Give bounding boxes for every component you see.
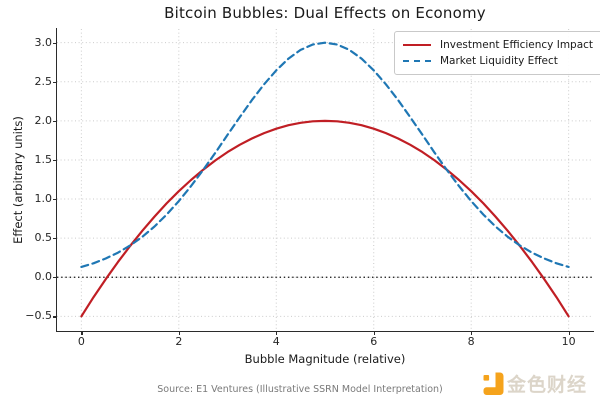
x-tick-label: 8 [467,335,475,348]
jinse-watermark-text: 金色财经 [507,374,588,396]
bottom-spine [56,330,594,332]
y-tick-label: −0.5 [25,309,52,323]
y-tick-label: 2.0 [34,113,53,127]
x-tick-mark [373,331,375,335]
y-tick-mark [52,238,57,240]
x-tick-mark [568,331,570,335]
x-tick-label: 6 [370,335,378,348]
x-tick-label: 2 [175,335,183,348]
legend-dashed-line-swatch [403,60,431,62]
source-note: Source: E1 Ventures (Illustrative SSRN M… [157,384,443,395]
legend-label: Investment Efficiency Impact [440,39,594,51]
y-tick-mark [52,120,57,123]
jinse-finance-logo-icon [483,372,504,395]
y-tick-mark [52,81,57,83]
jinse-watermark: 金色财经 [483,372,587,398]
x-tick-mark [178,331,180,335]
left-spine [56,28,58,332]
y-tick-mark [52,159,57,162]
y-tick-mark [52,316,57,318]
legend-solid-line-swatch [403,44,431,46]
investment-efficiency-curve [80,119,570,318]
y-tick-mark [52,42,57,44]
x-axis-label: Bubble Magnitude (relative) [244,352,406,366]
y-tick-label: 1.5 [34,152,53,166]
chart-title: Bitcoin Bubbles: Dual Effects on Economy [164,4,486,22]
x-tick-label: 10 [561,335,576,348]
y-tick-label: 2.5 [34,74,53,88]
y-tick-label: 1.0 [34,192,53,206]
y-tick-label: 0.0 [34,270,53,284]
x-tick-mark [81,331,83,335]
legend-entry: Investment Efficiency Impact [403,37,593,53]
x-tick-label: 4 [272,335,280,348]
y-tick-label: 3.0 [34,35,53,49]
x-tick-mark [276,331,278,335]
x-tick-label: 0 [77,335,85,348]
market-liquidity-curve [80,41,570,268]
y-tick-label: 0.5 [34,231,53,245]
y-tick-mark [52,199,57,201]
y-tick-mark [52,277,57,279]
legend-label: Market Liquidity Effect [440,55,558,67]
x-tick-mark [471,331,473,335]
legend-entry: Market Liquidity Effect [403,53,593,69]
legend: Investment Efficiency Impact Market Liqui… [394,31,600,75]
